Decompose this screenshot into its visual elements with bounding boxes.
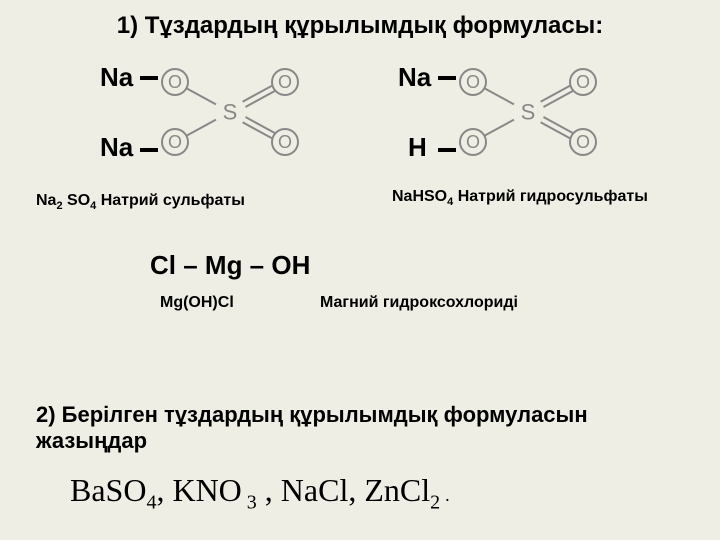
right-caption: NaHSO4 Натрий гидросульфаты [392, 188, 648, 208]
middle-structural-formula: Cl – Mg – OH [150, 250, 310, 281]
formula-item: NaCl, ZnCl2 [281, 472, 445, 508]
txt: BaSO [70, 472, 146, 508]
left-so4-diagram: O O O O S [155, 62, 305, 162]
txt: 4 [146, 491, 156, 513]
svg-text:O: O [466, 72, 480, 92]
txt: Натрий сульфаты [101, 192, 245, 209]
formula-item: KNO 3 , [172, 472, 280, 508]
txt: Na [36, 192, 56, 209]
svg-text:O: O [168, 72, 182, 92]
txt: KNO [172, 472, 241, 508]
txt: NaHSO [392, 188, 447, 205]
svg-text:S: S [521, 100, 536, 125]
right-top-atom-label: Na [398, 62, 431, 93]
right-bottom-atom-label: H [408, 132, 427, 163]
right-caption-name: Натрий гидросульфаты [458, 188, 648, 205]
svg-text:O: O [168, 132, 182, 152]
middle-label-formula: Mg(OH)Cl [160, 294, 234, 312]
slide: 1) Тұздардың құрылымдық формуласы: Na Na… [0, 0, 720, 540]
svg-text:O: O [278, 72, 292, 92]
txt: 4 [447, 196, 453, 208]
middle-label-name: Магний гидроксохлориді [320, 294, 518, 312]
left-caption: Na2 SO4 Натрий сульфаты [36, 192, 245, 212]
txt: 3 [242, 491, 257, 513]
left-bottom-atom-label: Na [100, 132, 133, 163]
svg-text:O: O [466, 132, 480, 152]
section-1-title: 1) Тұздардың құрылымдық формуласы: [0, 12, 720, 40]
txt: , [257, 472, 281, 508]
txt: , [156, 472, 172, 508]
formula-item: BaSO4, [70, 472, 172, 508]
bottom-formula-list: BaSO4, KNO 3 , NaCl, ZnCl2 . [70, 472, 450, 514]
left-caption-name: Натрий сульфаты [101, 192, 245, 209]
txt: NaCl, ZnCl [281, 472, 430, 508]
svg-text:O: O [278, 132, 292, 152]
trailing-dot: . [445, 485, 450, 505]
txt: 2 [430, 491, 445, 513]
svg-text:S: S [223, 100, 238, 125]
txt: 4 [90, 200, 96, 212]
left-caption-formula: Na2 SO4 [36, 192, 101, 209]
section-2-task-text: 2) Берілген тұздардың құрылымдық формула… [36, 402, 676, 455]
right-caption-formula: NaHSO4 [392, 188, 458, 205]
svg-text:O: O [576, 72, 590, 92]
right-so4-diagram: O O O O S [453, 62, 603, 162]
left-top-atom-label: Na [100, 62, 133, 93]
svg-text:O: O [576, 132, 590, 152]
txt: SO [63, 192, 91, 209]
txt: Натрий гидросульфаты [458, 188, 648, 205]
